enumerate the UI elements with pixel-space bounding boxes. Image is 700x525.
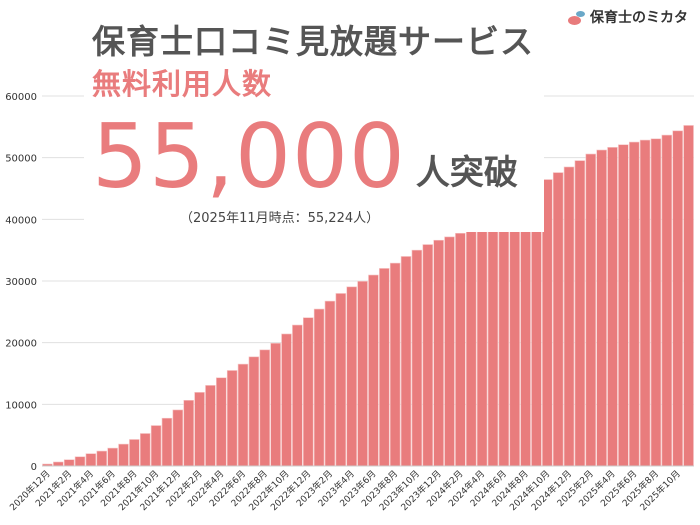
bar <box>455 232 466 467</box>
bar <box>270 342 281 467</box>
headline-title: 保育士口コミ見放題サービス <box>92 22 534 61</box>
bar <box>368 274 379 467</box>
bar <box>292 324 303 467</box>
bar <box>216 377 227 467</box>
y-tick-label: 40000 <box>5 215 37 226</box>
bar <box>74 456 86 467</box>
bar <box>313 308 325 467</box>
bar <box>346 286 357 467</box>
bar <box>607 147 618 467</box>
bar <box>400 256 412 467</box>
logo: 保育士のミカタ <box>568 8 688 28</box>
y-tick-label: 0 <box>31 462 37 473</box>
y-tick-label: 60000 <box>5 92 37 103</box>
bar <box>53 461 64 467</box>
bar <box>596 149 607 467</box>
bar <box>172 409 184 467</box>
bar <box>683 125 694 467</box>
bar <box>107 447 118 467</box>
bar <box>509 202 520 467</box>
bar <box>563 166 575 467</box>
bar <box>248 356 260 467</box>
bar <box>639 139 651 467</box>
bar <box>379 268 390 467</box>
bar <box>389 262 401 467</box>
bar <box>520 194 531 467</box>
bar <box>498 210 510 467</box>
bar <box>183 400 194 467</box>
bar <box>357 281 368 467</box>
bar <box>618 144 629 467</box>
bar <box>302 317 314 467</box>
bar <box>281 333 292 467</box>
bar <box>85 453 97 467</box>
bar <box>96 450 108 467</box>
headline-note: （2025年11月時点：55,224人） <box>180 211 380 226</box>
bar <box>661 134 673 467</box>
bar <box>487 216 499 467</box>
headline-number: 55,000 <box>92 105 406 208</box>
bar <box>226 370 238 467</box>
bar <box>433 239 444 467</box>
headline-suffix: 人突破 <box>415 153 518 193</box>
y-tick-label: 50000 <box>5 154 37 165</box>
bar <box>465 227 477 467</box>
bar <box>205 385 216 467</box>
bar <box>194 392 205 467</box>
bar <box>140 433 151 467</box>
bar <box>444 236 455 467</box>
bar <box>422 244 434 467</box>
y-tick-label: 30000 <box>5 277 37 288</box>
y-tick-label: 10000 <box>5 400 37 411</box>
bar <box>335 293 347 467</box>
bar <box>237 363 249 467</box>
bar <box>552 172 564 467</box>
bar <box>476 222 488 467</box>
bar <box>63 459 75 467</box>
headline-subtitle: 無料利用人数 <box>92 67 273 101</box>
bar <box>585 153 596 467</box>
bar <box>650 138 662 467</box>
bar <box>259 349 271 467</box>
headline-block: 保育士口コミ見放題サービス 無料利用人数 55,000 人突破 （2025年11… <box>84 20 544 232</box>
bar <box>324 300 336 467</box>
bar <box>628 141 640 467</box>
bar <box>118 443 129 467</box>
logo-text: 保育士のミカタ <box>590 10 688 26</box>
bar <box>574 160 586 467</box>
bar <box>411 249 423 467</box>
speech-bubble-icon <box>568 11 586 25</box>
bar <box>150 425 162 467</box>
bar <box>672 130 683 467</box>
bar <box>161 417 173 467</box>
y-tick-label: 20000 <box>5 339 37 350</box>
bar <box>129 439 140 467</box>
